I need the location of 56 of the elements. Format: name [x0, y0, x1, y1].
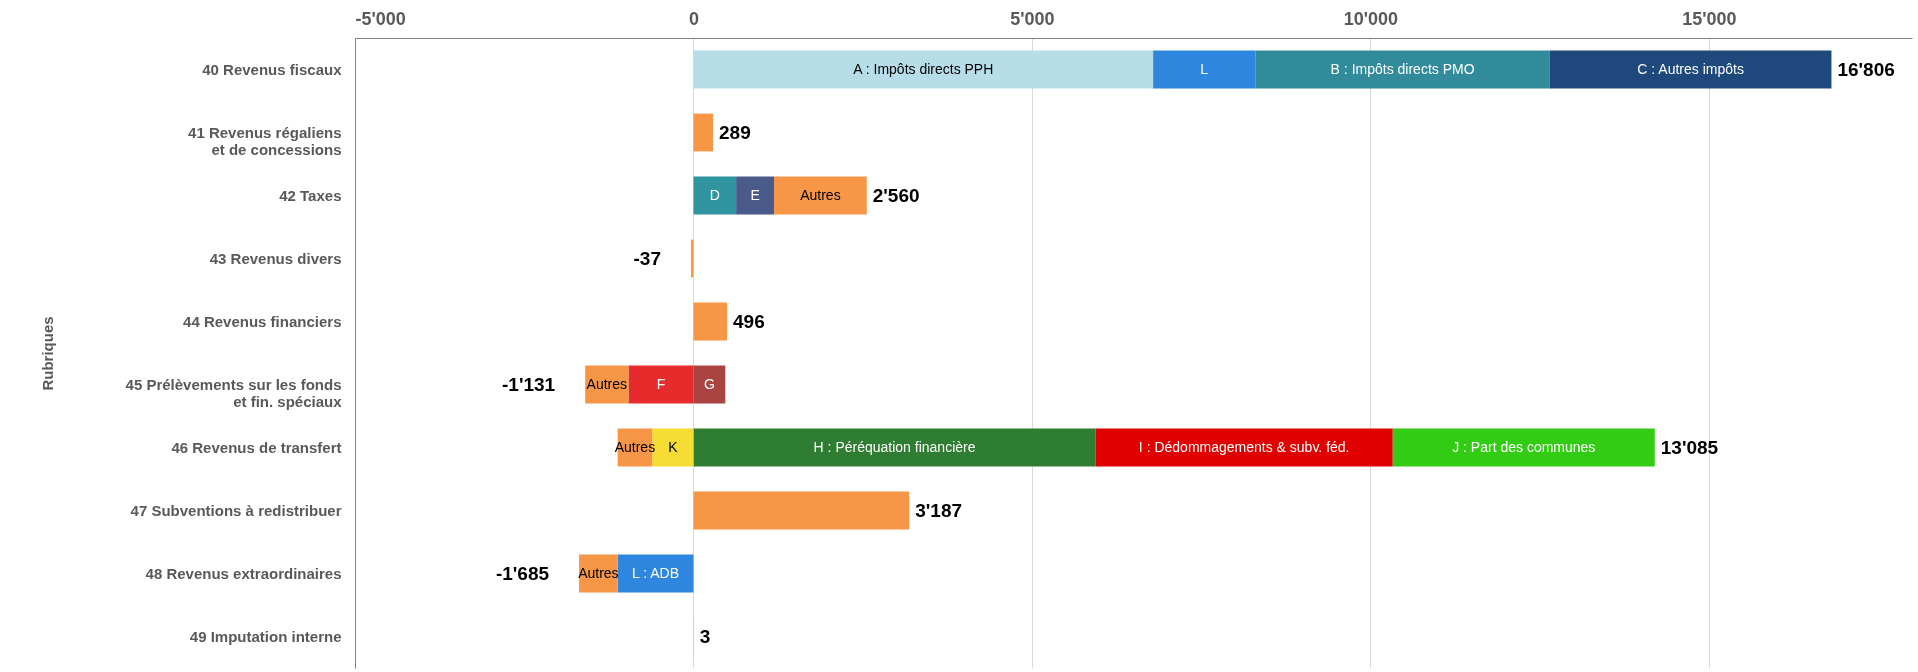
- bar: [693, 302, 728, 341]
- series-label: B : Impôts directs PMO: [1330, 60, 1475, 77]
- y-tick-label: 47 Subventions à redistribuer: [130, 501, 342, 519]
- total-label: 496: [733, 310, 765, 332]
- x-tick-label: 10'000: [1343, 8, 1399, 29]
- x-tick-label: 15'000: [1682, 8, 1737, 29]
- y-tick-label: 46 Revenus de transfert: [171, 438, 342, 456]
- series-label: D: [709, 186, 720, 203]
- bar: [774, 176, 867, 215]
- y-tick-label: 48 Revenus extraordinaires: [145, 564, 342, 582]
- total-label: 3: [699, 625, 711, 647]
- series-label: K: [668, 438, 679, 455]
- bar: [736, 176, 775, 215]
- y-tick-label: 44 Revenus financiers: [183, 312, 342, 330]
- bar: [693, 428, 1096, 467]
- y-tick-label: 41 Revenus régaliens et de concessions: [188, 123, 342, 158]
- total-label: 16'806: [1837, 58, 1895, 80]
- total-label: -37: [633, 247, 661, 269]
- series-label: L : ADB: [632, 564, 680, 581]
- bar: [693, 176, 737, 215]
- y-tick-label: 45 Prélèvements sur les fonds et fin. spéciaux: [125, 375, 343, 410]
- x-tick-label: 0: [688, 8, 699, 29]
- series-label: E: [750, 186, 760, 203]
- total-label: 3'187: [915, 499, 963, 521]
- y-tick-label: 43 Revenus divers: [209, 249, 342, 267]
- series-label: A : Impôts directs PPH: [853, 60, 994, 77]
- total-label: 13'085: [1660, 436, 1719, 458]
- series-label: L: [1200, 60, 1209, 77]
- y-axis-title: Rubriques: [38, 316, 56, 391]
- series-label: J : Part des communes: [1452, 438, 1596, 455]
- y-tick-label: 40 Revenus fiscaux: [202, 60, 343, 78]
- text: Autres: [800, 186, 841, 203]
- x-tick-label: 5'000: [1010, 8, 1055, 29]
- series-label: C : Autres impôts: [1637, 60, 1744, 77]
- bar: [693, 113, 714, 152]
- series-label: F: [656, 375, 666, 392]
- x-tick-label: -5'000: [355, 8, 406, 29]
- bar: [1153, 50, 1256, 89]
- series-label: H : Péréquation financière: [813, 438, 976, 455]
- bar: [1392, 428, 1655, 467]
- y-tick-label: 49 Imputation interne: [189, 627, 342, 645]
- bar: [693, 50, 1154, 89]
- bar: [693, 365, 726, 404]
- total-label: 2'560: [872, 184, 920, 206]
- series-label: I : Dédommagements & subv. féd.: [1138, 438, 1350, 455]
- bar: [693, 491, 910, 530]
- series-label: G: [703, 375, 715, 392]
- total-label: -1'131: [502, 373, 556, 395]
- total-label: -1'685: [495, 562, 550, 584]
- text: Autres: [586, 375, 628, 392]
- total-label: 289: [719, 121, 751, 143]
- y-tick-label: 42 Taxes: [279, 186, 342, 204]
- bar: [628, 365, 694, 404]
- bar: [617, 554, 694, 593]
- bar: [1255, 50, 1550, 89]
- bar: [1549, 50, 1832, 89]
